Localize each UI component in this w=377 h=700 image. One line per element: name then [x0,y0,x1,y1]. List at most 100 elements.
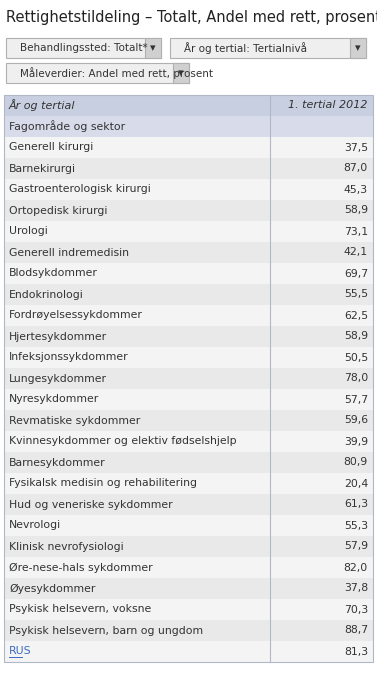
Text: Fordrøyelsessykdommer: Fordrøyelsessykdommer [9,311,143,321]
Text: Hud og veneriske sykdommer: Hud og veneriske sykdommer [9,500,173,510]
Bar [270,641,373,662]
Text: 70,3: 70,3 [344,605,368,615]
Text: Klinisk nevrofysiologi: Klinisk nevrofysiologi [9,542,124,552]
Bar [173,63,189,83]
Bar [4,95,373,662]
Text: Gastroenterologisk kirurgi: Gastroenterologisk kirurgi [9,185,151,195]
Bar [4,599,270,620]
Text: Kvinnesykdommer og elektiv fødselshjelp: Kvinnesykdommer og elektiv fødselshjelp [9,437,237,447]
Bar [270,242,373,263]
Text: Lungesykdommer: Lungesykdommer [9,374,107,384]
Bar [270,347,373,368]
Text: 61,3: 61,3 [344,500,368,510]
Bar [170,38,366,58]
Bar [4,137,270,158]
Bar [270,158,373,179]
Text: 57,9: 57,9 [344,542,368,552]
Bar [270,284,373,305]
Bar [270,137,373,158]
Text: 87,0: 87,0 [344,164,368,174]
Text: Generell kirurgi: Generell kirurgi [9,143,93,153]
Text: Revmatiske sykdommer: Revmatiske sykdommer [9,416,140,426]
Text: 1. tertial 2012: 1. tertial 2012 [288,101,368,111]
Bar [4,515,270,536]
Text: År og tertial: Tertialnivå: År og tertial: Tertialnivå [184,42,307,54]
Bar [4,620,270,641]
Text: 80,9: 80,9 [344,458,368,468]
Bar [145,38,161,58]
Bar [350,38,366,58]
Text: År og tertial: År og tertial [9,99,75,111]
Text: Fysikalsk medisin og rehabilitering: Fysikalsk medisin og rehabilitering [9,479,197,489]
Text: 50,5: 50,5 [344,353,368,363]
Text: 45,3: 45,3 [344,185,368,195]
Text: Behandlingssted: Totalt*: Behandlingssted: Totalt* [20,43,148,53]
Text: Urologi: Urologi [9,227,48,237]
Text: 88,7: 88,7 [344,626,368,636]
Bar [4,389,270,410]
Text: ▾: ▾ [150,43,156,53]
Text: Øyesykdommer: Øyesykdommer [9,583,95,594]
Bar [270,452,373,473]
Bar [4,221,270,242]
Text: 69,7: 69,7 [344,269,368,279]
Text: Infeksjonssykdommer: Infeksjonssykdommer [9,353,129,363]
Bar [270,179,373,200]
Bar [4,536,270,557]
Bar [4,179,270,200]
Text: 37,8: 37,8 [344,584,368,594]
Bar [270,620,373,641]
Bar [4,452,270,473]
Bar [4,242,270,263]
Bar [4,263,270,284]
Text: 20,4: 20,4 [344,479,368,489]
Bar [270,221,373,242]
Text: 39,9: 39,9 [344,437,368,447]
Bar [4,116,270,137]
Bar [4,578,270,599]
Bar [270,578,373,599]
Text: 58,9: 58,9 [344,206,368,216]
Bar [4,431,270,452]
Bar [6,63,189,83]
Bar [270,368,373,389]
Bar [270,305,373,326]
Text: 42,1: 42,1 [344,248,368,258]
Text: ▾: ▾ [355,43,361,53]
Text: Generell indremedisin: Generell indremedisin [9,248,129,258]
Bar [4,95,270,116]
Bar [6,38,161,58]
Text: Nevrologi: Nevrologi [9,521,61,531]
Text: Måleverdier: Andel med rett, prosent: Måleverdier: Andel med rett, prosent [20,67,213,79]
Bar [4,494,270,515]
Bar [270,494,373,515]
Bar [270,515,373,536]
Text: RUS: RUS [9,647,32,657]
Text: 57,7: 57,7 [344,395,368,405]
Bar [4,284,270,305]
Bar [270,200,373,221]
Text: 82,0: 82,0 [344,563,368,573]
Text: 55,3: 55,3 [344,521,368,531]
Bar [270,116,373,137]
Bar [4,326,270,347]
Text: ▾: ▾ [178,68,184,78]
Bar [4,557,270,578]
Bar [270,95,373,116]
Text: 81,3: 81,3 [344,647,368,657]
Bar [270,389,373,410]
Bar [4,158,270,179]
Bar [4,200,270,221]
Bar [270,431,373,452]
Bar [4,368,270,389]
Bar [4,473,270,494]
Text: Psykisk helsevern, barn og ungdom: Psykisk helsevern, barn og ungdom [9,626,203,636]
Text: Hjertesykdommer: Hjertesykdommer [9,332,107,342]
Text: 37,5: 37,5 [344,143,368,153]
Text: Nyresykdommer: Nyresykdommer [9,395,99,405]
Text: Psykisk helsevern, voksne: Psykisk helsevern, voksne [9,605,151,615]
Text: Ortopedisk kirurgi: Ortopedisk kirurgi [9,206,107,216]
Text: 59,6: 59,6 [344,416,368,426]
Text: 73,1: 73,1 [344,227,368,237]
Bar [4,410,270,431]
